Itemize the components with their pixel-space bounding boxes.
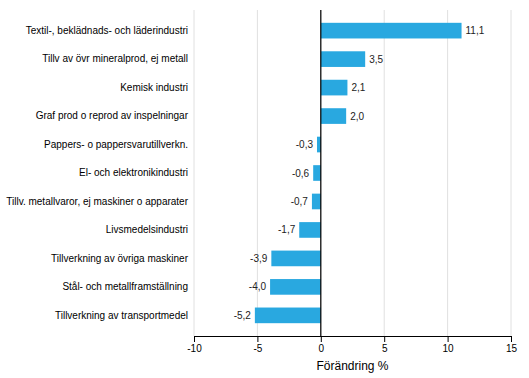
data-label: -4,0 — [249, 281, 267, 292]
x-tick-mark — [321, 336, 322, 342]
bars — [255, 23, 462, 323]
x-axis: -10 -5 0 5 10 15 — [187, 336, 517, 354]
data-label: -5,2 — [234, 310, 252, 321]
zero-line — [320, 10, 321, 336]
y-tick: El- och elektronikindustri — [79, 167, 194, 178]
grid-line — [194, 10, 195, 336]
x-tick-label: -5 — [253, 343, 262, 354]
y-tick-label: Tillv av övr mineralprod, ej metall — [42, 53, 188, 64]
data-label: -0,6 — [292, 168, 310, 179]
y-tick: Kemisk industri — [120, 82, 194, 93]
y-tick-label: Pappers- o pappersvarutillverkn. — [44, 139, 188, 150]
y-tick: Tillverkning av övriga maskiner — [51, 253, 194, 264]
x-tick-mark — [194, 336, 195, 342]
grid — [194, 10, 511, 336]
data-label: 2,1 — [351, 82, 365, 93]
bar — [299, 222, 321, 238]
chart-container: -10 -5 0 5 10 15 Tillverkning av transportmede… — [0, 0, 529, 378]
bar — [321, 108, 346, 124]
bar — [321, 51, 365, 67]
x-tick-mark — [511, 336, 512, 342]
bar — [270, 279, 321, 295]
x-tick: 15 — [506, 336, 518, 354]
bar — [321, 23, 462, 39]
y-tick: Textil-, beklädnads- och läderindustri — [26, 25, 194, 36]
data-label: 11,1 — [466, 25, 485, 36]
data-label: 3,5 — [369, 54, 383, 65]
y-tick: Tillv. metallvaror, ej maskiner o appara… — [6, 196, 194, 207]
data-label: -3,9 — [250, 253, 268, 264]
bar — [313, 165, 321, 181]
grid-line — [511, 10, 512, 336]
x-tick-label: 0 — [319, 343, 325, 354]
grid-line — [320, 10, 321, 336]
y-tick: Livsmedelsindustri — [106, 224, 194, 235]
x-tick: -5 — [253, 336, 262, 354]
y-tick-label: Livsmedelsindustri — [106, 224, 188, 235]
data-label: -0,7 — [291, 196, 309, 207]
y-tick: Tillverkning av transportmedel — [55, 310, 194, 321]
plot: -10 -5 0 5 10 15 Tillverkning av transportmede… — [6, 10, 517, 373]
y-tick-label: Kemisk industri — [120, 82, 188, 93]
bar — [271, 251, 320, 267]
y-tick: Pappers- o pappersvarutillverkn. — [44, 139, 194, 150]
data-label: -1,7 — [278, 224, 296, 235]
grid-line — [384, 10, 385, 336]
x-tick-mark — [257, 336, 258, 342]
y-tick-label: Tillv. metallvaror, ej maskiner o appara… — [6, 196, 188, 207]
y-tick: Graf prod o reprod av inspelningar — [36, 110, 194, 121]
bar — [255, 308, 321, 324]
x-tick-label: -10 — [187, 343, 202, 354]
y-tick-label: Stål- och metallframställning — [62, 281, 188, 292]
bar — [321, 80, 348, 96]
y-tick: Tillv av övr mineralprod, ej metall — [42, 53, 194, 64]
data-label: -0,3 — [296, 139, 314, 150]
y-tick-label: El- och elektronikindustri — [79, 167, 188, 178]
x-axis-line — [195, 337, 512, 343]
x-tick: -10 — [187, 336, 202, 354]
x-tick-mark — [448, 336, 449, 342]
y-tick-label: Tillverkning av övriga maskiner — [51, 253, 189, 264]
y-tick-label: Tillverkning av transportmedel — [55, 310, 188, 321]
x-tick-label: 15 — [506, 343, 518, 354]
chart-svg: -10 -5 0 5 10 15 Tillverkning av transportmede… — [0, 0, 529, 378]
y-axis: Tillverkning av transportmedel Stål- och … — [6, 25, 194, 321]
x-tick-label: 5 — [382, 343, 388, 354]
y-tick-label: Graf prod o reprod av inspelningar — [36, 110, 189, 121]
x-tick-label: 10 — [443, 343, 455, 354]
y-tick-label: Textil-, beklädnads- och läderindustri — [26, 25, 188, 36]
grid-line — [447, 10, 448, 336]
y-tick: Stål- och metallframställning — [62, 281, 194, 292]
data-labels: -5,2 -4,0 -3,9 -1,7 -0,7 -0,6 -0,3 2,0 2,1 3,5 11,… — [234, 25, 485, 321]
x-tick: 10 — [443, 336, 455, 354]
bar — [312, 194, 321, 210]
x-tick: 0 — [319, 336, 325, 354]
x-tick-mark — [384, 336, 385, 342]
data-label: 2,0 — [350, 111, 364, 122]
x-axis-title: Förändring % — [316, 359, 388, 373]
x-tick: 5 — [382, 336, 388, 354]
